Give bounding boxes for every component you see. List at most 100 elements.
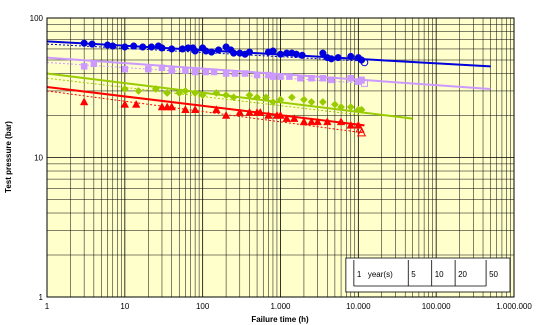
data-point: [157, 102, 167, 111]
data-point: [307, 117, 316, 126]
lower-confidence-line: [46, 43, 365, 62]
x-tick-label: 100: [196, 302, 210, 311]
years-scale-unit-label: year(s): [368, 270, 393, 279]
data-point: [253, 93, 262, 102]
data-point: [276, 50, 285, 58]
data-point: [313, 117, 322, 126]
data-point: [256, 108, 265, 116]
data-point: [277, 73, 284, 80]
data-point: [336, 117, 346, 126]
data-point: [212, 89, 221, 97]
x-tick-label: 10.000: [346, 302, 371, 311]
data-point: [245, 48, 254, 56]
data-point: [134, 86, 143, 95]
data-point: [346, 120, 356, 129]
data-point: [109, 42, 117, 50]
data-point: [307, 98, 316, 106]
x-tick-label: 1: [45, 302, 50, 311]
data-point: [235, 108, 245, 116]
x-tick-label: 1.000: [270, 302, 291, 311]
data-point: [163, 89, 172, 97]
y-tick-label: 100: [30, 14, 44, 23]
data-point: [245, 108, 254, 116]
data-point: [191, 89, 200, 97]
y-tick-label: 10: [34, 154, 43, 163]
data-point: [356, 127, 367, 137]
data-point: [158, 64, 166, 71]
data-point: [88, 40, 96, 48]
data-points: [79, 39, 369, 137]
data-point: [319, 74, 327, 82]
y-axis-title: Test pressure (bar): [4, 121, 13, 193]
data-point: [191, 47, 199, 55]
data-point: [323, 117, 332, 126]
years-scale-box: 1 year(s) 5 10 20 50: [345, 257, 511, 293]
data-point: [190, 105, 200, 113]
data-point: [207, 48, 216, 56]
data-point: [181, 86, 190, 95]
data-point: [347, 52, 355, 61]
data-point: [269, 47, 277, 55]
data-point: [191, 68, 199, 76]
data-point: [80, 39, 88, 47]
data-point: [286, 73, 293, 80]
data-point: [130, 42, 138, 50]
data-point: [287, 93, 296, 102]
data-point: [167, 102, 176, 111]
data-point: [346, 103, 355, 111]
data-point: [347, 74, 355, 82]
data-point: [222, 70, 230, 77]
data-point: [198, 91, 207, 100]
data-point: [229, 93, 238, 102]
years-scale-tick-label: 50: [489, 270, 498, 279]
data-point: [151, 85, 160, 93]
data-point: [139, 43, 147, 51]
data-point: [360, 79, 368, 87]
data-point: [334, 54, 342, 62]
data-point: [327, 55, 335, 63]
data-point: [357, 105, 366, 114]
data-point: [298, 51, 306, 59]
data-point: [297, 74, 304, 82]
data-point: [289, 114, 299, 122]
data-point: [175, 89, 184, 97]
y-tick-label: 1: [39, 293, 44, 302]
data-point: [147, 43, 156, 51]
years-scale-tick-label: 1: [357, 270, 362, 279]
data-point: [181, 105, 190, 113]
data-point: [80, 63, 88, 70]
grid-lines: [46, 18, 514, 298]
data-point: [212, 105, 221, 113]
data-point: [230, 49, 238, 57]
data-point: [168, 67, 175, 74]
data-point: [308, 74, 315, 82]
data-point: [299, 117, 309, 126]
plot-frame: [46, 17, 515, 298]
data-point: [276, 95, 285, 104]
data-point: [328, 76, 335, 84]
data-point: [245, 91, 254, 100]
data-point: [131, 99, 141, 108]
years-scale-tick-label: 20: [458, 270, 467, 279]
x-axis-title: Failure time (h): [251, 315, 309, 324]
data-point: [215, 46, 223, 54]
x-tick-labels: 1 10 100 1.000 10.000 100.000 1.000.000: [45, 302, 533, 311]
lower-confidence-line: [46, 90, 365, 134]
data-point: [79, 97, 89, 106]
data-point: [318, 98, 327, 106]
data-point: [253, 71, 261, 79]
data-point: [276, 110, 285, 119]
data-point: [202, 68, 210, 76]
data-point: [241, 70, 249, 77]
y-tick-labels: 1 10 100: [30, 14, 44, 302]
data-point: [158, 44, 166, 52]
data-point: [269, 73, 277, 80]
fit-line: [46, 72, 413, 120]
data-point: [319, 49, 327, 57]
data-point: [261, 93, 270, 102]
x-tick-label: 1.000.000: [496, 302, 532, 311]
data-point: [221, 110, 231, 119]
data-point: [120, 85, 129, 93]
data-point: [299, 95, 308, 104]
